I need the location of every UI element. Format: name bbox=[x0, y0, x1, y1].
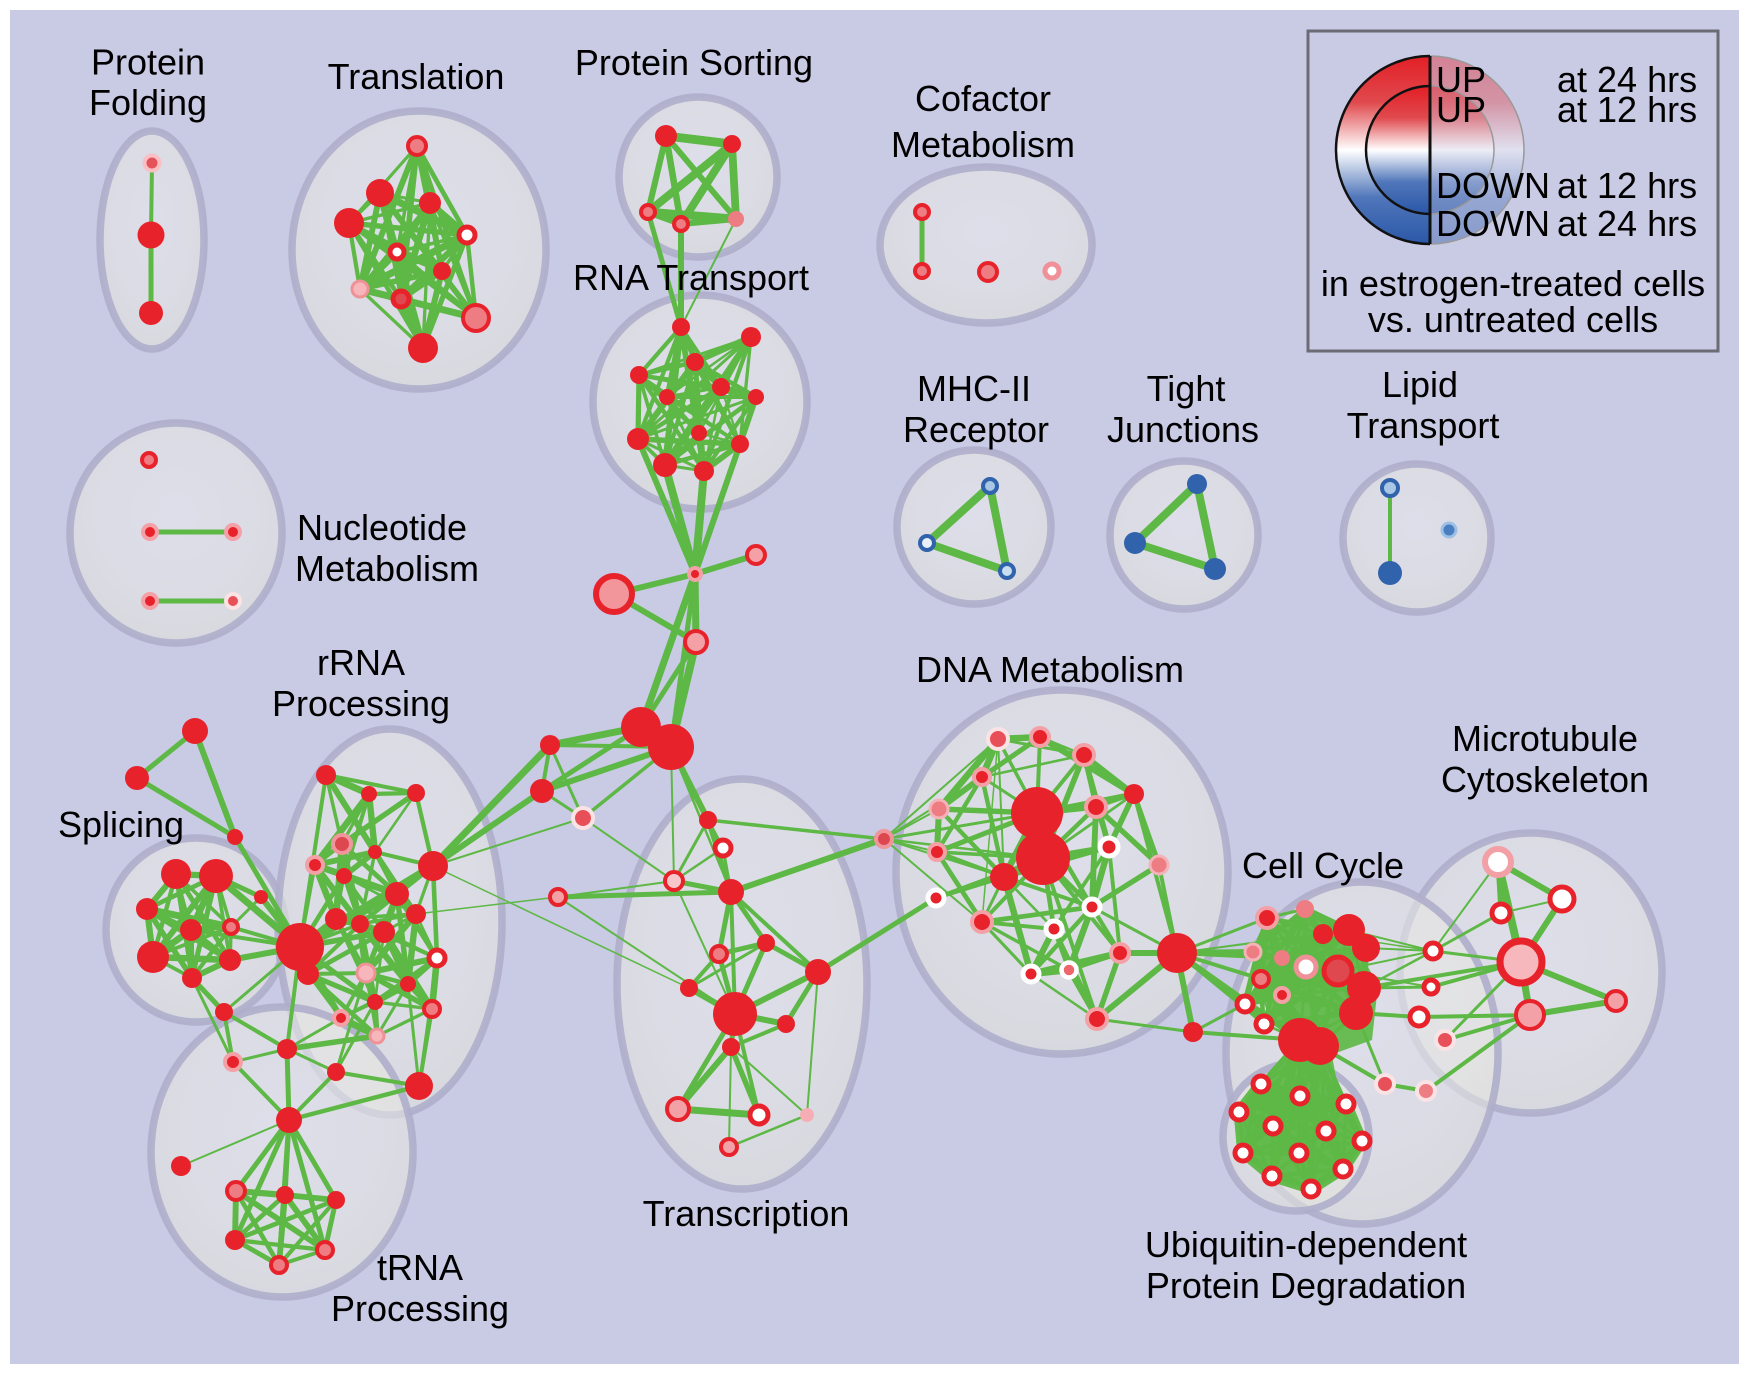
svg-text:DNA Metabolism: DNA Metabolism bbox=[916, 649, 1184, 690]
svg-text:Nucleotide: Nucleotide bbox=[297, 507, 467, 548]
svg-text:Cofactor: Cofactor bbox=[915, 78, 1051, 119]
svg-text:Processing: Processing bbox=[272, 683, 450, 724]
svg-text:Metabolism: Metabolism bbox=[891, 124, 1075, 165]
svg-text:Cytoskeleton: Cytoskeleton bbox=[1441, 759, 1649, 800]
svg-text:tRNA: tRNA bbox=[377, 1247, 463, 1288]
svg-text:rRNA: rRNA bbox=[317, 642, 405, 683]
svg-text:Junctions: Junctions bbox=[1107, 409, 1259, 450]
svg-text:vs. untreated cells: vs. untreated cells bbox=[1368, 299, 1658, 340]
svg-text:Ubiquitin-dependent: Ubiquitin-dependent bbox=[1145, 1224, 1467, 1265]
svg-text:at 24 hrs: at 24 hrs bbox=[1557, 203, 1697, 244]
svg-text:Transcription: Transcription bbox=[643, 1193, 850, 1234]
svg-text:UP: UP bbox=[1436, 89, 1486, 130]
svg-text:UP: UP bbox=[1436, 59, 1486, 100]
svg-text:Protein: Protein bbox=[91, 42, 205, 83]
svg-text:Translation: Translation bbox=[328, 56, 505, 97]
svg-text:at 24 hrs: at 24 hrs bbox=[1557, 59, 1697, 100]
svg-text:Cell Cycle: Cell Cycle bbox=[1242, 845, 1404, 886]
svg-text:Microtubule: Microtubule bbox=[1452, 718, 1638, 759]
svg-text:Receptor: Receptor bbox=[903, 409, 1049, 450]
svg-text:Splicing: Splicing bbox=[58, 804, 184, 845]
svg-text:in estrogen-treated cells: in estrogen-treated cells bbox=[1321, 263, 1705, 304]
svg-text:Protein Degradation: Protein Degradation bbox=[1146, 1265, 1466, 1306]
svg-text:Transport: Transport bbox=[1347, 405, 1500, 446]
svg-text:Processing: Processing bbox=[331, 1288, 509, 1329]
svg-text:at 12 hrs: at 12 hrs bbox=[1557, 89, 1697, 130]
svg-text:Folding: Folding bbox=[89, 82, 207, 123]
svg-text:DOWN: DOWN bbox=[1436, 203, 1550, 244]
svg-text:MHC-II: MHC-II bbox=[917, 368, 1031, 409]
svg-text:RNA Transport: RNA Transport bbox=[573, 257, 809, 298]
svg-text:at 12 hrs: at 12 hrs bbox=[1557, 165, 1697, 206]
svg-text:Lipid: Lipid bbox=[1382, 364, 1458, 405]
svg-text:Metabolism: Metabolism bbox=[295, 548, 479, 589]
svg-text:Protein Sorting: Protein Sorting bbox=[575, 42, 813, 83]
svg-text:DOWN: DOWN bbox=[1436, 165, 1550, 206]
svg-text:Tight: Tight bbox=[1147, 368, 1226, 409]
